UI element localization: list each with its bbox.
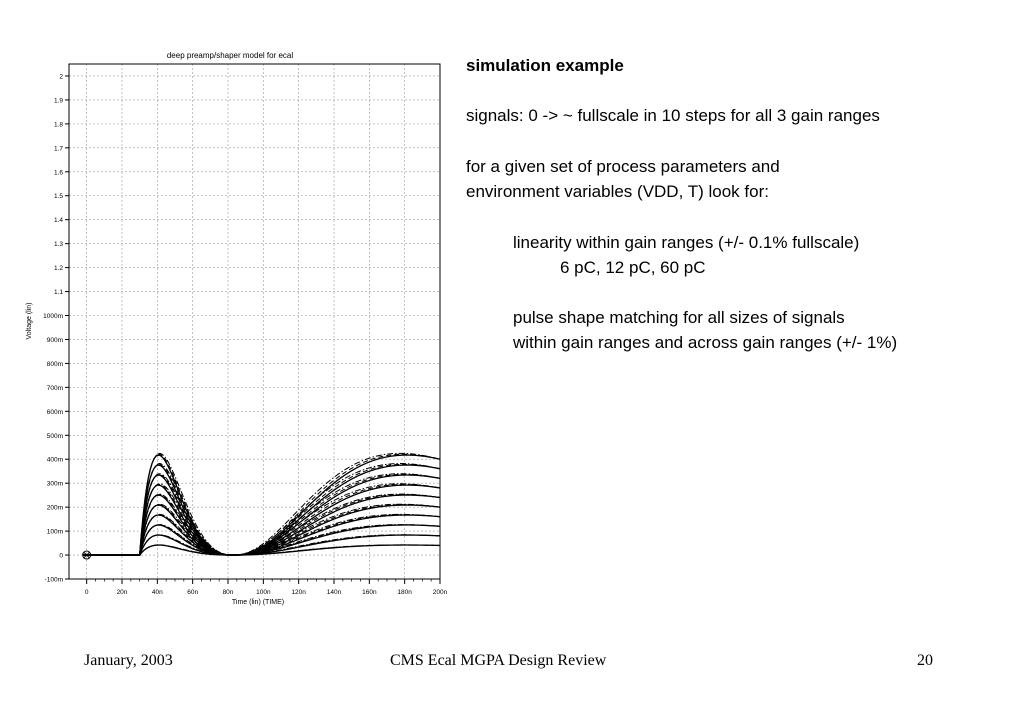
x-tick-label: 60n: [187, 589, 198, 596]
pulse-curve: [83, 534, 441, 556]
chart-grid: [69, 64, 441, 580]
pulse-curve: [83, 544, 441, 556]
y-tick-label: 800m: [47, 361, 63, 368]
pulse-curve: [83, 524, 441, 556]
y-tick-label: 1.4: [54, 217, 63, 224]
pulse-curve: [83, 453, 441, 556]
pulse-shape-text-line1: pulse shape matching for all sizes of si…: [513, 308, 845, 327]
chart-title: deep preamp/shaper model for ecal: [167, 51, 294, 60]
x-tick-label: 100n: [256, 589, 271, 596]
pulse-curve: [83, 503, 441, 556]
y-tick-label: 1.6: [54, 169, 63, 176]
pulse-shape-text-line2: within gain ranges and across gain range…: [513, 333, 898, 352]
y-tick-label: 0: [59, 553, 63, 560]
y-tick-label: 1.5: [54, 193, 63, 200]
x-axis-label: Time (lin) (TIME): [232, 599, 284, 606]
y-tick-label: 1.2: [54, 265, 63, 272]
y-tick-label: 1.3: [54, 241, 63, 248]
chart-axes: -100m 0 100m 200m 300m 400m 500m 600m 700m 800m 90…: [43, 63, 448, 596]
y-tick-label: 1.1: [54, 289, 63, 296]
y-tick-label: 300m: [47, 481, 63, 488]
x-tick-label: 80n: [223, 589, 234, 596]
marker-circle: [82, 550, 92, 560]
pulse-chart: deep preamp/shaper model for ecal Voltag…: [26, 51, 448, 606]
pulse-curve: [83, 513, 441, 556]
y-tick-label: 700m: [47, 385, 63, 392]
pulse-curve: [83, 493, 441, 556]
signals-text: signals: 0 -> ~ fullscale in 10 steps fo…: [466, 106, 880, 125]
y-tick-label: 100m: [47, 529, 63, 536]
slide-heading: simulation example: [466, 56, 624, 75]
process-text-line2: environment variables (VDD, T) look for:: [466, 182, 769, 201]
pulse-curve: [83, 463, 441, 556]
pulse-curve: [83, 483, 441, 556]
x-tick-label: 160n: [362, 589, 377, 596]
plot-frame: [68, 63, 441, 580]
x-tick-label: 200n: [433, 589, 448, 596]
pulse-curve: [83, 524, 441, 556]
chart-curves: [83, 452, 441, 556]
y-tick-label: 900m: [47, 337, 63, 344]
y-axis-label: Voltage (lin): [26, 303, 33, 340]
y-tick-label: 1.7: [54, 145, 63, 152]
x-tick-label: 40n: [152, 589, 163, 596]
y-tick-label: 1.8: [54, 121, 63, 128]
x-tick-label: 120n: [291, 589, 306, 596]
y-tick-label: -100m: [45, 577, 63, 584]
gain-ranges-text: 6 pC, 12 pC, 60 pC: [560, 258, 706, 277]
x-tick-label: 180n: [397, 589, 412, 596]
y-tick-label: 500m: [47, 433, 63, 440]
process-text-line1: for a given set of process parameters an…: [466, 157, 780, 176]
x-tick-label: 20n: [117, 589, 128, 596]
marker-cross: [83, 551, 91, 559]
origin-marker: [82, 550, 92, 560]
y-tick-label: 2: [59, 73, 63, 80]
y-tick-label: 1.9: [54, 97, 63, 104]
footer-page: 20: [917, 652, 933, 669]
y-tick-label: 600m: [47, 409, 63, 416]
pulse-curve: [83, 463, 441, 556]
pulse-curve: [83, 464, 441, 556]
y-tick-label: 200m: [47, 505, 63, 512]
footer-date: January, 2003: [84, 652, 173, 669]
pulse-curve: [83, 452, 441, 556]
linearity-text: linearity within gain ranges (+/- 0.1% f…: [513, 233, 860, 252]
x-tick-label: 140n: [327, 589, 342, 596]
x-tick-label: 0: [85, 589, 89, 596]
y-tick-label: 400m: [47, 457, 63, 464]
footer-title: CMS Ecal MGPA Design Review: [390, 652, 607, 669]
y-tick-label: 1000m: [43, 313, 63, 320]
